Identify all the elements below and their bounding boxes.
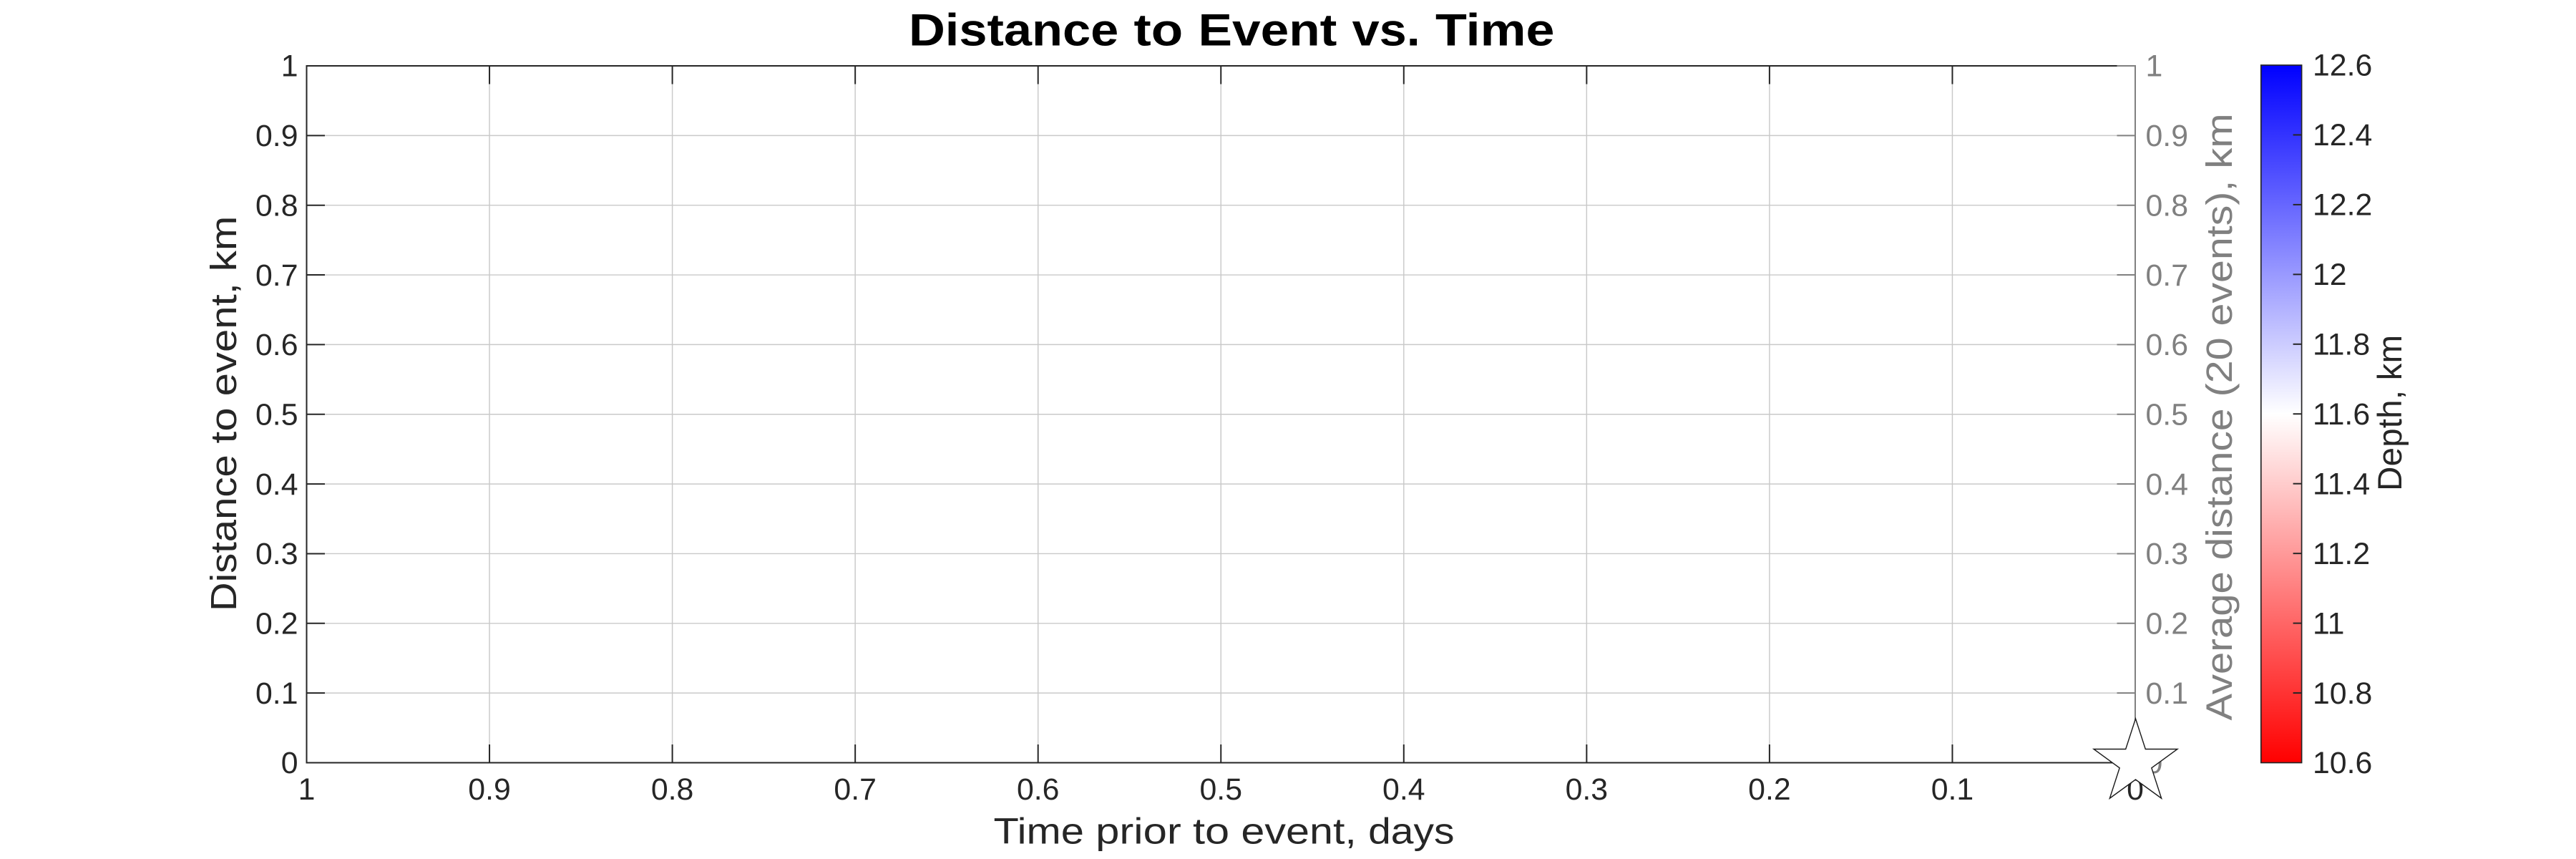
svg-text:0.1: 0.1 [2146, 676, 2189, 711]
svg-text:Average: Average [2199, 571, 2240, 720]
svg-text:vs.: vs. [1352, 6, 1420, 56]
svg-text:0.2: 0.2 [1748, 772, 1791, 807]
svg-text:0.7: 0.7 [834, 772, 877, 807]
svg-text:event,: event, [1241, 811, 1357, 852]
svg-text:Distance: Distance [203, 455, 244, 611]
svg-text:Distance: Distance [909, 6, 1118, 56]
svg-text:0.9: 0.9 [255, 119, 298, 153]
svg-text:distance: distance [2199, 409, 2240, 560]
svg-text:0: 0 [281, 746, 298, 780]
svg-text:Time: Time [994, 811, 1084, 852]
svg-text:1: 1 [2146, 49, 2163, 84]
svg-text:km: km [203, 216, 244, 272]
svg-text:0.9: 0.9 [2146, 119, 2189, 153]
svg-text:11.4: 11.4 [2313, 467, 2370, 501]
svg-text:10.8: 10.8 [2313, 676, 2372, 711]
svg-text:Event: Event [1199, 6, 1337, 56]
svg-text:0.4: 0.4 [1382, 772, 1425, 807]
svg-text:to: to [203, 407, 244, 443]
svg-text:(20: (20 [2199, 337, 2240, 397]
svg-text:to: to [1193, 811, 1229, 852]
svg-text:11: 11 [2313, 606, 2344, 641]
svg-text:0.5: 0.5 [2146, 397, 2189, 432]
svg-text:10.6: 10.6 [2313, 746, 2372, 780]
svg-text:0.2: 0.2 [2146, 607, 2189, 641]
svg-text:0.3: 0.3 [1566, 772, 1609, 807]
svg-text:0.6: 0.6 [1017, 772, 1060, 807]
svg-text:0.3: 0.3 [2146, 537, 2189, 571]
svg-text:12.4: 12.4 [2313, 118, 2372, 152]
svg-text:0.3: 0.3 [255, 537, 298, 571]
svg-text:1: 1 [298, 772, 316, 807]
svg-text:0.8: 0.8 [255, 188, 298, 223]
svg-text:0.4: 0.4 [255, 467, 298, 502]
svg-text:0.1: 0.1 [255, 676, 298, 711]
svg-text:0.1: 0.1 [1931, 772, 1974, 807]
svg-text:km: km [2199, 113, 2240, 169]
svg-text:0.8: 0.8 [2146, 188, 2189, 223]
svg-text:0.4: 0.4 [2146, 467, 2189, 502]
svg-text:days: days [1368, 811, 1454, 852]
svg-text:0.6: 0.6 [2146, 328, 2189, 362]
svg-text:0.7: 0.7 [2146, 258, 2189, 293]
svg-text:0.5: 0.5 [1200, 772, 1243, 807]
svg-text:12: 12 [2313, 258, 2347, 292]
svg-text:0.2: 0.2 [255, 607, 298, 641]
svg-text:Depth, km: Depth, km [2371, 335, 2409, 491]
svg-text:11.6: 11.6 [2313, 397, 2370, 432]
svg-text:0.7: 0.7 [255, 258, 298, 293]
svg-text:events),: events), [2199, 180, 2240, 326]
svg-text:0.9: 0.9 [468, 772, 511, 807]
svg-text:to: to [1134, 6, 1184, 56]
svg-text:12.2: 12.2 [2313, 188, 2372, 223]
svg-text:0.8: 0.8 [651, 772, 694, 807]
svg-text:1: 1 [281, 49, 298, 84]
svg-text:0.5: 0.5 [255, 397, 298, 432]
svg-text:0.6: 0.6 [255, 328, 298, 362]
svg-text:11.2: 11.2 [2313, 537, 2370, 571]
svg-text:prior: prior [1096, 811, 1181, 852]
svg-text:Time: Time [1435, 6, 1555, 56]
svg-text:12.6: 12.6 [2313, 49, 2372, 83]
svg-text:event,: event, [203, 283, 244, 396]
svg-text:11.8: 11.8 [2313, 328, 2370, 362]
